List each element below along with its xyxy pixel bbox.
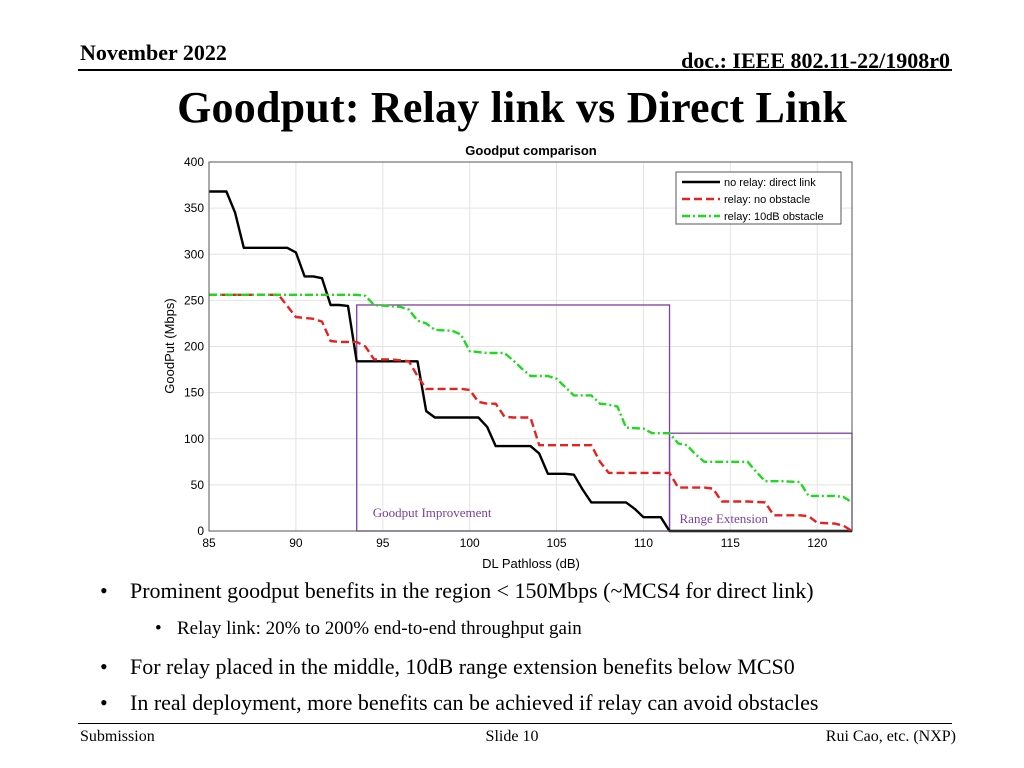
chart-legend: no relay: direct link relay: no obstacle r…: [675, 171, 842, 225]
footer-slide-number: Slide 10: [485, 728, 539, 745]
y-tick-label: 50: [191, 478, 205, 492]
x-tick-label: 105: [547, 536, 567, 550]
chart-title: Goodput comparison: [465, 143, 597, 158]
legend-label: relay: no obstacle: [724, 194, 810, 206]
y-tick-label: 150: [184, 386, 204, 400]
y-tick-label: 200: [184, 340, 204, 354]
plot-frame: [208, 161, 853, 532]
y-tick-label: 100: [184, 432, 204, 446]
sub-bullet-item: • Relay link: 20% to 200% end-to-end thro…: [155, 618, 582, 639]
chart-series: [209, 190, 853, 533]
series-line-1: [209, 190, 852, 533]
goodput-chart: Goodput Improvement Range Extension 85 90 9…: [162, 143, 853, 571]
chart-annotations: Goodput Improvement Range Extension: [356, 304, 853, 532]
series-line-2: [209, 293, 853, 533]
x-tick-label: 110: [634, 536, 653, 550]
footer-author: Rui Cao, etc. (NXP): [825, 728, 956, 745]
y-axis-label: GoodPut (Mbps): [162, 298, 177, 393]
x-tick-label: 120: [807, 536, 827, 550]
chart-ticks: 85 90 95 100 105 110 115 120 0 50 100 150 200 250 300 3…: [184, 155, 828, 550]
legend-label: relay: 10dB obstacle: [724, 211, 824, 223]
goodput-improvement-label: Goodput Improvement: [373, 505, 492, 520]
y-tick-label: 350: [184, 201, 204, 215]
bullet-item: • For relay placed in the middle, 10dB ra…: [100, 654, 795, 679]
y-tick-label: 250: [184, 293, 204, 307]
footer-divider: [78, 723, 952, 724]
bullet-item: • Prominent goodput benefits in the regio…: [100, 578, 814, 603]
legend-label: no relay: direct link: [724, 177, 816, 189]
range-extension-label: Range Extension: [680, 511, 769, 526]
x-tick-label: 115: [721, 536, 740, 550]
x-tick-label: 100: [460, 536, 480, 550]
series-line-3: [209, 293, 853, 504]
slide-title: Goodput: Relay link vs Direct Link: [177, 83, 847, 132]
x-tick-label: 95: [376, 536, 390, 550]
bullet-item: • In real deployment, more benefits can b…: [100, 690, 819, 715]
y-tick-label: 0: [197, 524, 204, 538]
y-tick-label: 400: [184, 155, 204, 169]
x-tick-label: 90: [289, 536, 303, 550]
x-axis-label: DL Pathloss (dB): [482, 556, 580, 571]
header-divider: [78, 69, 952, 71]
y-tick-label: 300: [184, 247, 204, 261]
header-doc-id: doc.: IEEE 802.11-22/1908r0: [681, 48, 950, 73]
footer-submission: Submission: [80, 728, 155, 745]
header-date: November 2022: [80, 40, 227, 65]
x-tick-label: 85: [202, 536, 216, 550]
